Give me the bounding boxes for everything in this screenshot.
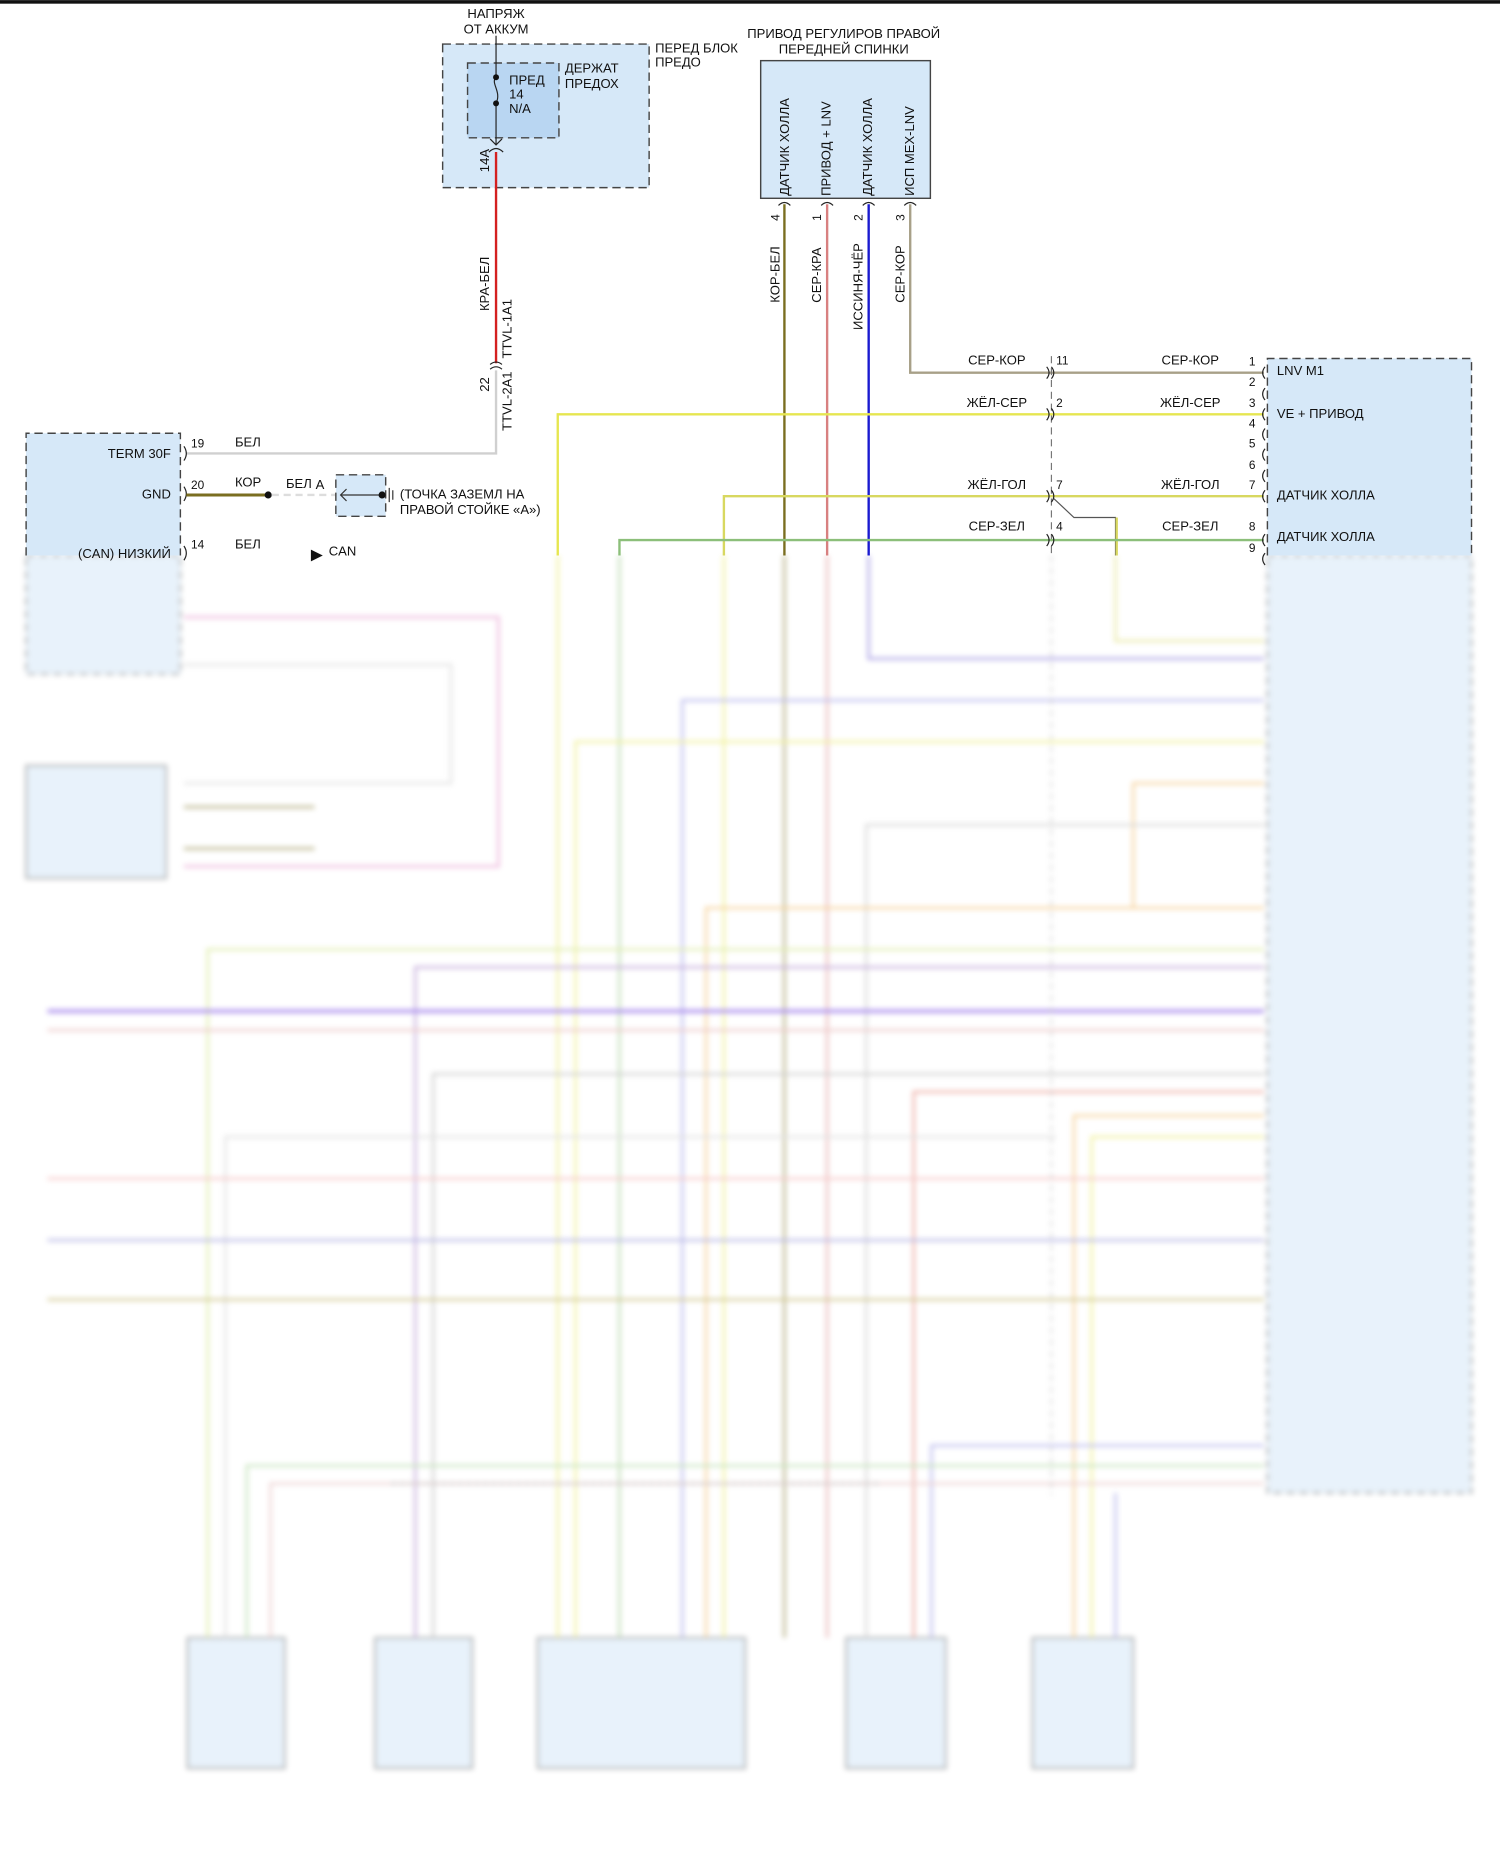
right-row-8: СЕР-ЗЕЛ 4 СЕР-ЗЕЛ 8 ДАТЧИК ХОЛЛА [969, 519, 1375, 545]
fuse-holder-label-2: ПРЕДОХ [565, 76, 619, 91]
inline-pin: 4 [1056, 520, 1063, 534]
wire-label: ЖЁЛ-СЕР [1160, 395, 1221, 410]
supply-wire-color: КРА-БЕЛ [477, 257, 492, 311]
can-arrow-icon [310, 549, 323, 562]
wire-label: БЕЛ [235, 434, 261, 449]
pin-number: 4 [1249, 416, 1256, 430]
fuse-label-1: ПРЕД [509, 72, 545, 87]
right-module [1266, 357, 1473, 556]
inline-pin: 7 [1056, 478, 1063, 492]
inline-connector-marks [1046, 366, 1266, 566]
ground-label-2: ПРАВОЙ СТОЙКЕ «А») [400, 502, 541, 517]
pin-label: ДАТЧИК ХОЛЛА [1277, 529, 1375, 544]
wire-label: КОР [235, 475, 262, 490]
actuator-title-1: ПРИВОД РЕГУЛИРОВ ПРАВОЙ [747, 26, 940, 41]
pin-number: 5 [1249, 437, 1256, 451]
pin-number: 2 [852, 214, 866, 221]
wire-label: ЖЁЛ-ГОЛ [968, 477, 1027, 492]
pin-label: ДАТЧИК ХОЛЛА [1277, 488, 1375, 503]
pin-number: 20 [191, 478, 205, 492]
pin-label: VE + ПРИВОД [1277, 406, 1364, 421]
actuator-pin-1: ПРИВОД + LNV 1 СЕР-КРА [809, 101, 834, 556]
wire-label: ИССИНЯ-ЧЁР [851, 243, 866, 330]
ground-splice-label: A [316, 477, 325, 492]
pin-number: 6 [1249, 458, 1256, 472]
can-label: CAN [329, 543, 357, 558]
pin-number: 7 [1249, 478, 1256, 492]
wire-label: КОР-БЕЛ [768, 246, 783, 302]
top-border [0, 0, 1500, 4]
pin-number: 3 [893, 214, 907, 221]
fuse-block-label-1: ПЕРЕД БЛОК [655, 40, 738, 55]
pin-label-can-low: (CAN) НИЗКИЙ [78, 546, 171, 561]
supply-wire: КРА-БЕЛ TTVL-1A1 22 TTVL-2A1 [186, 152, 514, 455]
actuator-pin-3: ИСП МЕХ-LNV 3 СЕР-КОР [892, 106, 1264, 374]
pin-label-term30f: TERM 30F [108, 446, 171, 461]
front-fuse-block: НАПРЯЖ ОТ АККУМ ПЕРЕД БЛОК ПРЕДО ДЕРЖАТ … [441, 6, 738, 189]
wire-label: СЕР-КРА [809, 247, 824, 303]
connector-pin: 22 [477, 377, 492, 392]
wire-label: ЖЁЛ-СЕР [967, 395, 1028, 410]
pin-number: 14 [191, 537, 205, 551]
actuator-title-2: ПЕРЕДНЕЙ СПИНКИ [779, 42, 909, 57]
wire-label: СЕР-КОР [1162, 352, 1220, 367]
connector-bottom: TTVL-2A1 [499, 371, 514, 430]
right-row-7: ЖЁЛ-ГОЛ 7 ЖЁЛ-ГОЛ 7 ДАТЧИК ХОЛЛА [968, 477, 1376, 503]
ground-icon [339, 488, 383, 502]
pin-number: 9 [1249, 541, 1256, 555]
inline-pin: 11 [1056, 353, 1069, 367]
wire-label: СЕР-ЗЕЛ [969, 519, 1025, 534]
wire-label: СЕР-КОР [968, 352, 1026, 367]
connector-top: TTVL-1A1 [499, 299, 514, 358]
actuator-pin-2: ДАТЧИК ХОЛЛА 2 ИССИНЯ-ЧЁР [851, 98, 875, 556]
ground-label-1: (ТОЧКА ЗАЗЕМЛ НА [400, 487, 525, 502]
wire-label: СЕР-КОР [892, 245, 907, 303]
right-row-3: ЖЁЛ-СЕР 2 ЖЁЛ-СЕР 3 VE + ПРИВОД [967, 395, 1364, 421]
wire-label: СЕР-ЗЕЛ [1162, 519, 1218, 534]
pin-number: 8 [1249, 520, 1256, 534]
wire-label: ЖЁЛ-ГОЛ [1161, 477, 1220, 492]
supply-label-2: ОТ АККУМ [464, 21, 529, 36]
supply-label-1: НАПРЯЖ [467, 6, 524, 21]
pin-number: 2 [1249, 375, 1256, 389]
right-row-1: СЕР-КОР 11 СЕР-КОР 1 LNV M1 [968, 352, 1324, 378]
fuse-label-3: N/A [509, 101, 531, 116]
pin-number: 3 [1249, 396, 1256, 410]
ground-wire-label: БЕЛ [286, 476, 312, 491]
blurred-lower-section [25, 554, 1473, 1770]
pin-label: ПРИВОД + LNV [819, 101, 834, 196]
pin-number: 19 [191, 437, 205, 451]
pin-label-gnd: GND [142, 487, 171, 502]
pin-number: 1 [1249, 355, 1256, 369]
pin-label: ДАТЧИК ХОЛЛА [860, 98, 875, 196]
fuse-holder [466, 62, 560, 139]
ground-point [335, 474, 387, 518]
fuse-holder-label-1: ДЕРЖАТ [565, 61, 619, 76]
fuse-block-label-2: ПРЕДО [655, 55, 701, 70]
seatback-actuator: ПРИВОД РЕГУЛИРОВ ПРАВОЙ ПЕРЕДНЕЙ СПИНКИ … [747, 26, 1264, 556]
fuse-label-2: 14 [509, 87, 524, 102]
pin-label: LNV M1 [1277, 363, 1324, 378]
left-module: TERM 30F GND (CAN) НИЗКИЙ 19 20 14 БЕЛ К… [25, 432, 541, 562]
pin-number: 4 [769, 214, 783, 221]
inline-pin: 2 [1056, 396, 1063, 410]
fuse-pin: 14A [477, 149, 492, 173]
wire-label: БЕЛ [235, 536, 261, 551]
pin-label: ДАТЧИК ХОЛЛА [777, 98, 792, 196]
pin-label: ИСП МЕХ-LNV [902, 106, 917, 196]
pin-number: 1 [810, 214, 824, 221]
